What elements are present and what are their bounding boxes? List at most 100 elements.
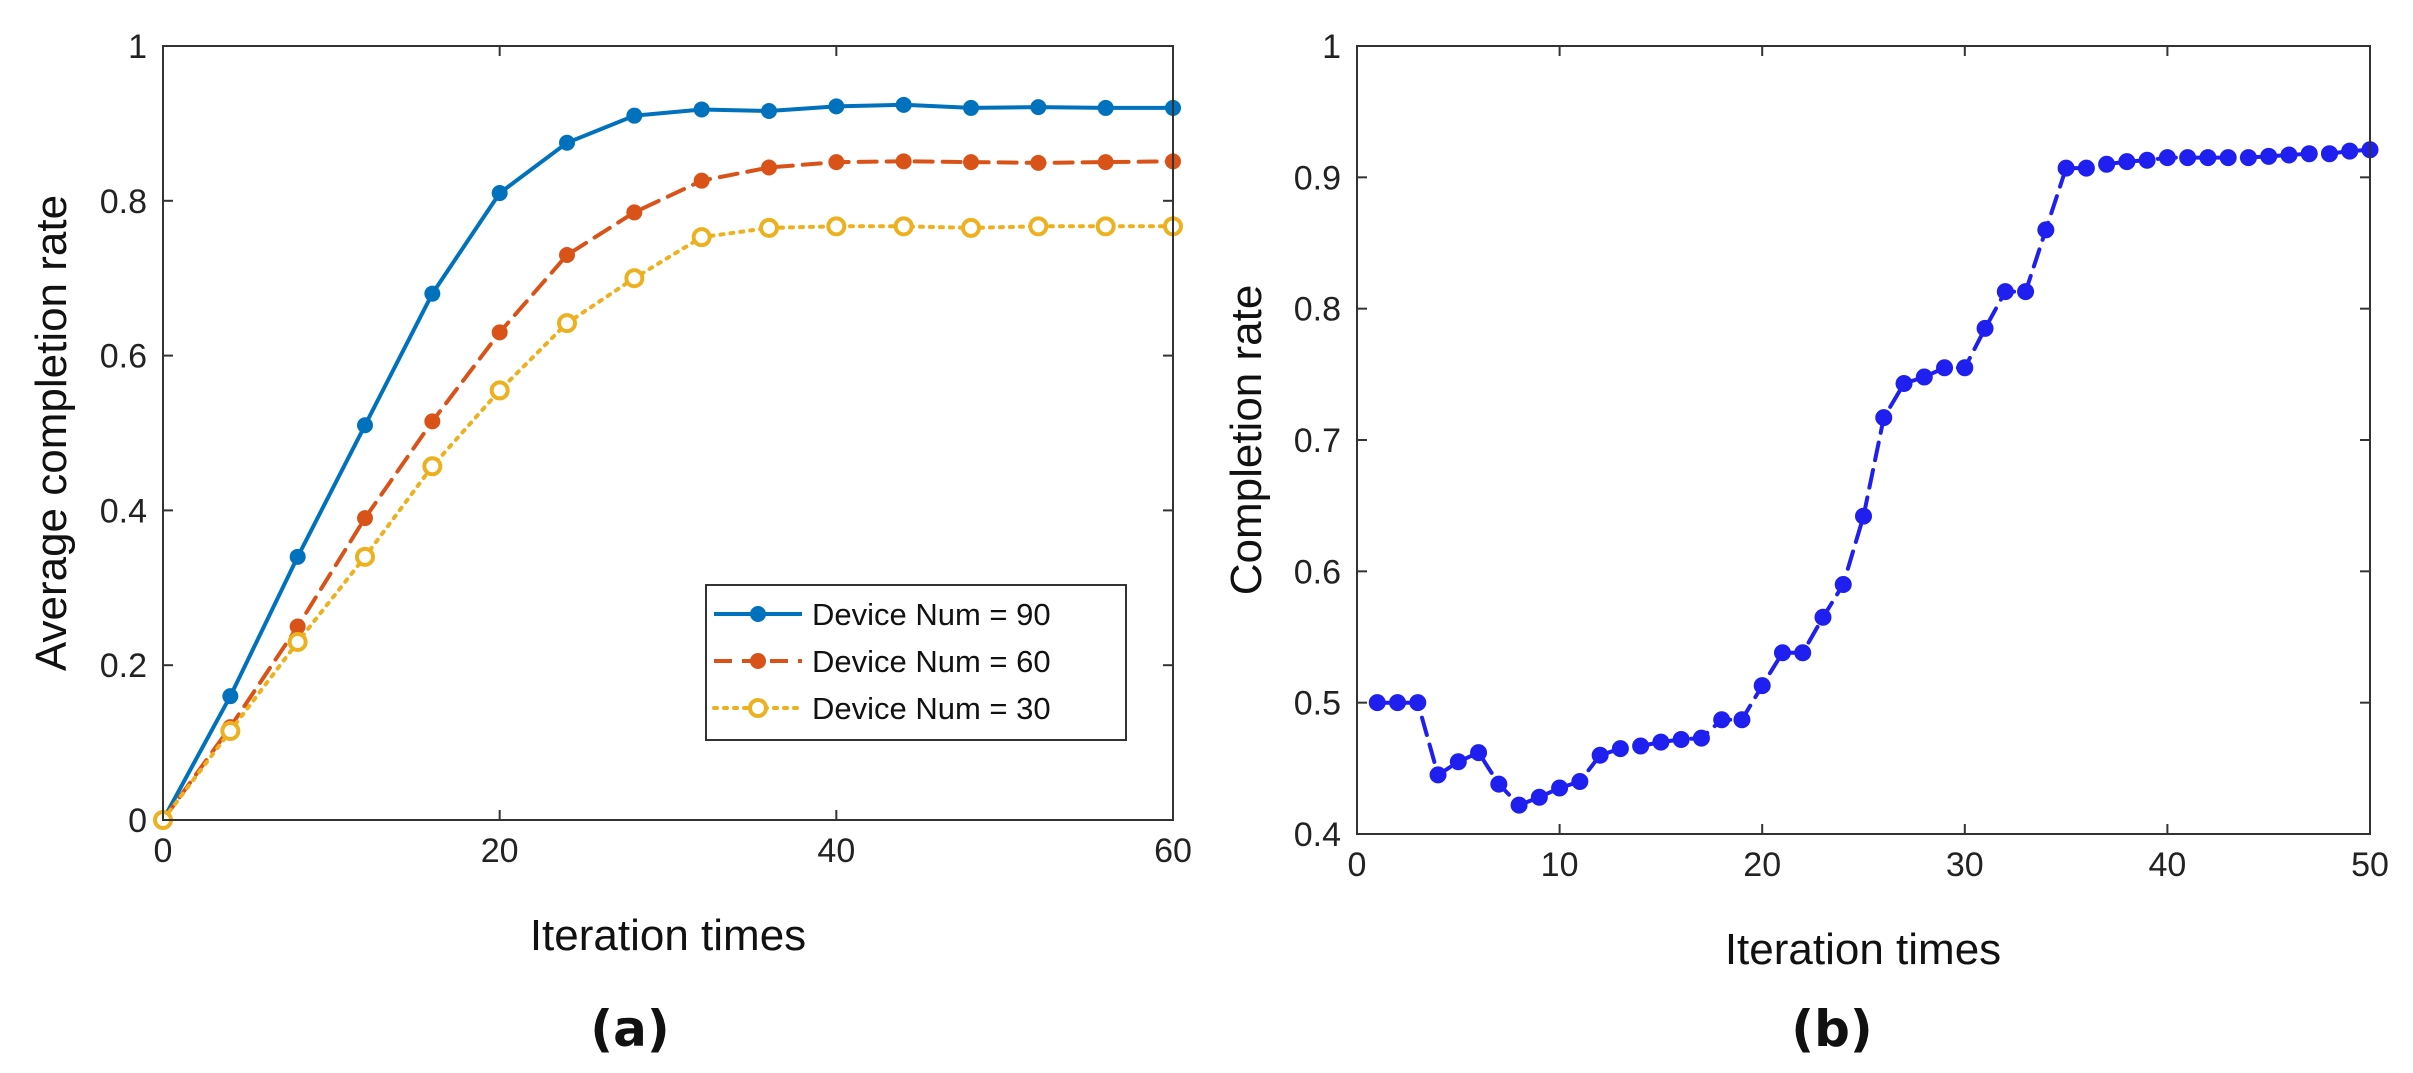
chart-b-xtick-label: 0 bbox=[1348, 846, 1367, 884]
chart-a-data-point bbox=[828, 154, 845, 171]
chart-a-data-point bbox=[422, 456, 443, 477]
chart-b: 0 10 20 30 40 50 0.4 0.5 0.6 0.7 0.8 0.9 1 Iteration… bbox=[1222, 28, 2389, 1058]
chart-a-xtick-label: 60 bbox=[1154, 832, 1192, 870]
chart-b-data-point bbox=[2341, 142, 2359, 160]
chart-a-data-point bbox=[289, 618, 306, 635]
chart-b-ticks: 0 10 20 30 40 50 0.4 0.5 0.6 0.7 0.8 0.9 1 bbox=[1294, 28, 2389, 884]
chart-b-data-point bbox=[1936, 359, 1954, 377]
chart-b-ytick-label: 0.4 bbox=[1294, 816, 1341, 854]
chart-b-data-point bbox=[1996, 283, 2014, 301]
chart-a-data-point bbox=[357, 417, 373, 434]
chart-b-data-point bbox=[1611, 740, 1629, 758]
chart-b-data-point bbox=[2219, 149, 2237, 167]
chart-b-data-point bbox=[2199, 149, 2217, 167]
legend-marker-device-90 bbox=[750, 606, 766, 622]
chart-a-data-point bbox=[759, 217, 779, 238]
chart-a-ytick-label: 0.6 bbox=[100, 338, 147, 376]
chart-a-data-point bbox=[489, 380, 510, 401]
legend-marker-device-30 bbox=[748, 698, 768, 718]
chart-a-ytick-label: 0.2 bbox=[100, 647, 147, 685]
chart-b-data-point bbox=[2260, 147, 2278, 165]
chart-a-data-point bbox=[691, 227, 712, 248]
legend-label-device-90: Device Num = 90 bbox=[812, 597, 1051, 632]
chart-a-data-point bbox=[693, 101, 710, 118]
legend-marker-device-60 bbox=[750, 653, 766, 669]
chart-a: 0 20 40 60 0 0.2 0.4 0.6 0.8 1 Iteration times Av… bbox=[27, 28, 1192, 1058]
chart-a-data-point bbox=[1030, 154, 1047, 171]
chart-a-data-point bbox=[693, 172, 710, 189]
chart-b-ytick-label: 0.9 bbox=[1294, 159, 1341, 197]
chart-a-data-point bbox=[761, 103, 777, 120]
chart-b-data-point bbox=[1530, 788, 1548, 806]
chart-b-data-point bbox=[2037, 221, 2055, 239]
chart-a-data-point bbox=[424, 413, 441, 430]
chart-a-data-point bbox=[895, 96, 912, 113]
chart-a-data-point bbox=[1097, 154, 1114, 171]
chart-b-data-point bbox=[1956, 359, 1974, 377]
chart-b-xtick-label: 50 bbox=[2351, 846, 2389, 884]
chart-b-data-point bbox=[1551, 779, 1569, 797]
chart-b-data-point bbox=[1632, 737, 1650, 755]
chart-b-data-point bbox=[2118, 153, 2136, 171]
chart-b-xtick-label: 30 bbox=[1946, 846, 1984, 884]
chart-b-ytick-label: 0.6 bbox=[1294, 553, 1341, 591]
chart-a-data-point bbox=[289, 548, 306, 565]
chart-a-data-point bbox=[355, 546, 375, 567]
legend-entry-device-30: Device Num = 30 bbox=[712, 691, 1051, 726]
chart-b-plot-area bbox=[1357, 46, 2370, 834]
chart-a-data-point bbox=[963, 154, 979, 171]
chart-b-xtick-label: 10 bbox=[1541, 846, 1579, 884]
chart-b-data-point bbox=[1368, 694, 1386, 712]
chart-b-data-point bbox=[1429, 766, 1447, 784]
chart-a-data-point bbox=[357, 510, 373, 527]
chart-b-xtick-label: 40 bbox=[2148, 846, 2186, 884]
chart-b-data-point bbox=[1753, 677, 1771, 695]
chart-a-series-line-1 bbox=[161, 159, 1175, 822]
chart-a-data-point bbox=[222, 688, 239, 705]
legend-entry-device-90: Device Num = 90 bbox=[714, 597, 1051, 632]
chart-b-data-point bbox=[1733, 711, 1751, 729]
chart-b-data-point bbox=[1692, 729, 1710, 747]
chart-b-data-point bbox=[1713, 711, 1731, 729]
chart-a-data-point bbox=[1097, 99, 1114, 116]
chart-b-xtick-label: 20 bbox=[1743, 846, 1781, 884]
chart-a-ytick-label: 0.8 bbox=[100, 183, 147, 221]
chart-b-data-point bbox=[2239, 149, 2257, 167]
chart-a-panel-label: (a) bbox=[590, 1000, 669, 1058]
chart-b-data-point bbox=[2017, 283, 2035, 301]
chart-b-ytick-label: 0.5 bbox=[1294, 685, 1341, 723]
chart-a-data-point bbox=[559, 246, 575, 263]
chart-b-data-point bbox=[1490, 775, 1508, 793]
chart-a-data-point bbox=[557, 313, 577, 334]
chart-a-data-point bbox=[1028, 216, 1049, 237]
chart-a-ylabel: Average completion rate bbox=[27, 195, 76, 671]
chart-b-data-point bbox=[2280, 146, 2298, 164]
chart-b-data-point bbox=[2057, 159, 2075, 177]
chart-b-data-point bbox=[1794, 644, 1812, 662]
chart-a-xlabel: Iteration times bbox=[530, 911, 806, 960]
chart-a-ytick-label: 0.4 bbox=[100, 492, 147, 530]
legend-label-device-30: Device Num = 30 bbox=[812, 691, 1051, 726]
chart-b-xlabel: Iteration times bbox=[1725, 925, 2001, 974]
chart-a-data-point bbox=[895, 153, 912, 170]
chart-a-data-point bbox=[491, 185, 508, 202]
chart-b-data-point bbox=[1409, 694, 1427, 712]
chart-b-data-point bbox=[1814, 608, 1832, 626]
legend-entry-device-60: Device Num = 60 bbox=[714, 644, 1051, 679]
chart-b-series bbox=[1368, 141, 2379, 814]
chart-a-data-point bbox=[963, 99, 979, 116]
chart-b-ytick-label: 0.8 bbox=[1294, 291, 1341, 329]
legend-label-device-60: Device Num = 60 bbox=[812, 644, 1051, 679]
chart-b-ytick-label: 0.7 bbox=[1294, 422, 1341, 460]
chart-b-data-point bbox=[1672, 730, 1690, 748]
chart-b-data-point bbox=[1470, 744, 1488, 762]
chart-a-data-point bbox=[1030, 99, 1047, 116]
chart-b-data-point bbox=[2179, 149, 2197, 167]
chart-b-ylabel: Completion rate bbox=[1222, 285, 1271, 596]
chart-a-data-point bbox=[491, 324, 508, 341]
chart-a-data-point bbox=[626, 107, 643, 124]
chart-a-data-point bbox=[626, 204, 643, 221]
chart-b-data-point bbox=[2300, 145, 2318, 163]
chart-a-xtick-label: 40 bbox=[817, 832, 855, 870]
chart-a-axes-box bbox=[162, 45, 1174, 821]
